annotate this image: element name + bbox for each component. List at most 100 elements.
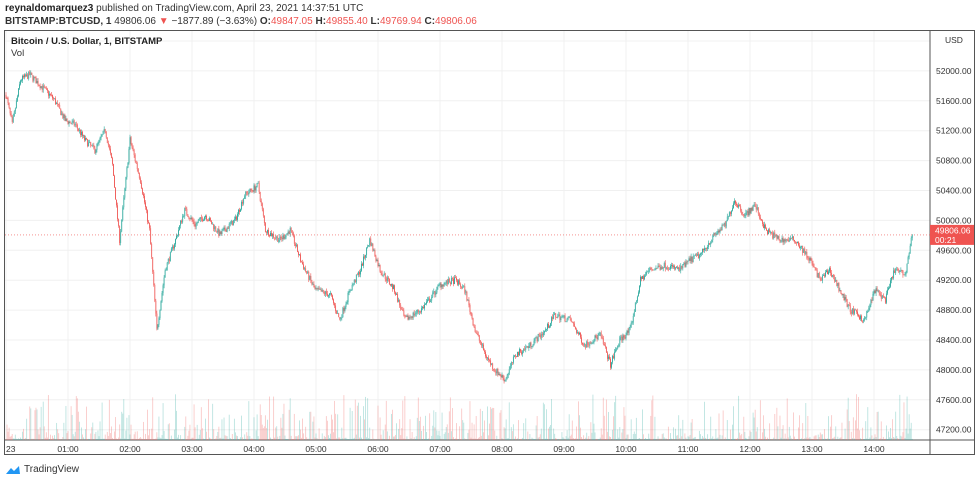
candle-body — [842, 294, 844, 296]
volume-bar — [89, 438, 91, 440]
candle-body — [387, 277, 389, 280]
volume-bar — [435, 412, 437, 440]
candle-body — [658, 265, 660, 267]
candle-body — [586, 341, 588, 348]
volume-bar — [241, 415, 242, 440]
x-tick-label: 02:00 — [119, 444, 141, 454]
candle-body — [73, 120, 75, 126]
candle-body — [427, 299, 428, 302]
volume-bar — [758, 438, 760, 440]
candle-body — [650, 267, 652, 269]
volume-bar — [402, 400, 404, 440]
candle-body — [362, 263, 363, 266]
candle-body — [723, 222, 725, 226]
volume-bar — [334, 400, 335, 440]
candle-body — [293, 235, 295, 244]
volume-bar — [417, 397, 419, 440]
candle-body — [567, 317, 569, 319]
volume-bar — [139, 437, 141, 440]
volume-bar — [64, 438, 66, 440]
candle-body — [648, 270, 650, 272]
candle-body — [6, 98, 8, 99]
candle-body — [469, 305, 471, 313]
candle-body — [337, 313, 339, 314]
candle-body — [343, 307, 345, 311]
volume-bar — [895, 411, 897, 440]
volume-bar — [107, 435, 109, 440]
candle-body — [463, 286, 465, 287]
candle-body — [71, 121, 73, 124]
candle-body — [143, 193, 144, 197]
candle-body — [174, 244, 175, 249]
candle-body — [604, 345, 606, 347]
candle-body — [507, 373, 509, 376]
candle-body — [724, 222, 726, 227]
volume-bar — [632, 434, 634, 440]
candle-body — [147, 210, 148, 222]
volume-bar — [782, 425, 784, 440]
candle-body — [484, 350, 485, 352]
price-tag-value: 49806.06 — [935, 225, 971, 235]
volume-bar — [181, 439, 183, 440]
volume-bar — [258, 438, 260, 440]
volume-bar — [643, 434, 644, 440]
candle-body — [754, 204, 756, 207]
candle-body — [512, 356, 514, 363]
volume-bar — [834, 436, 836, 440]
candle-body — [600, 332, 602, 337]
volume-bar — [364, 419, 365, 440]
volume-bar — [135, 438, 137, 440]
candle-body — [153, 271, 155, 286]
volume-bar — [56, 422, 58, 440]
volume-bar — [500, 410, 502, 440]
volume-bar — [516, 438, 517, 440]
candle-body — [373, 250, 375, 251]
candle-body — [787, 239, 789, 242]
volume-bar — [215, 438, 217, 440]
volume-bar — [892, 419, 893, 440]
volume-bar — [178, 434, 179, 440]
candle-body — [351, 284, 353, 291]
candle-body — [620, 336, 622, 338]
publisher[interactable]: reynaldomarquez3 — [5, 3, 94, 14]
candle-body — [736, 203, 737, 206]
volume-bar — [681, 436, 683, 440]
candle-body — [270, 232, 271, 237]
candle-body — [499, 373, 501, 376]
volume-bar — [709, 438, 711, 440]
volume-bar — [216, 435, 218, 440]
candle-body — [326, 293, 328, 297]
volume-bar — [571, 420, 573, 440]
volume-bar — [82, 434, 83, 440]
volume-bar — [355, 434, 357, 440]
volume-bar — [81, 427, 82, 440]
volume-bar — [804, 438, 806, 440]
volume-bar — [860, 438, 861, 440]
tradingview-logo[interactable]: TradingView — [5, 464, 79, 475]
candle-body — [861, 315, 862, 321]
volume-bar — [304, 439, 306, 440]
volume-bar — [795, 438, 796, 440]
candle-body — [643, 276, 644, 280]
candle-body — [697, 253, 699, 259]
volume-bar — [905, 428, 907, 440]
candle-body — [40, 86, 42, 89]
candle-body — [476, 333, 478, 334]
candle-body — [212, 224, 214, 225]
candle-body — [635, 301, 637, 303]
candle-body — [107, 142, 109, 146]
volume-bar — [155, 438, 157, 440]
volume-bar — [624, 415, 626, 440]
candle-body — [811, 260, 813, 264]
candle-body — [88, 142, 90, 147]
low-label: L: — [370, 16, 380, 27]
candle-body — [84, 135, 85, 141]
volume-bar — [152, 397, 154, 440]
volume-bar — [53, 438, 54, 440]
volume-bar — [692, 438, 694, 440]
volume-bar — [510, 427, 512, 440]
volume-bar — [249, 436, 251, 440]
candle-body — [321, 289, 323, 292]
volume-bar — [487, 406, 488, 440]
